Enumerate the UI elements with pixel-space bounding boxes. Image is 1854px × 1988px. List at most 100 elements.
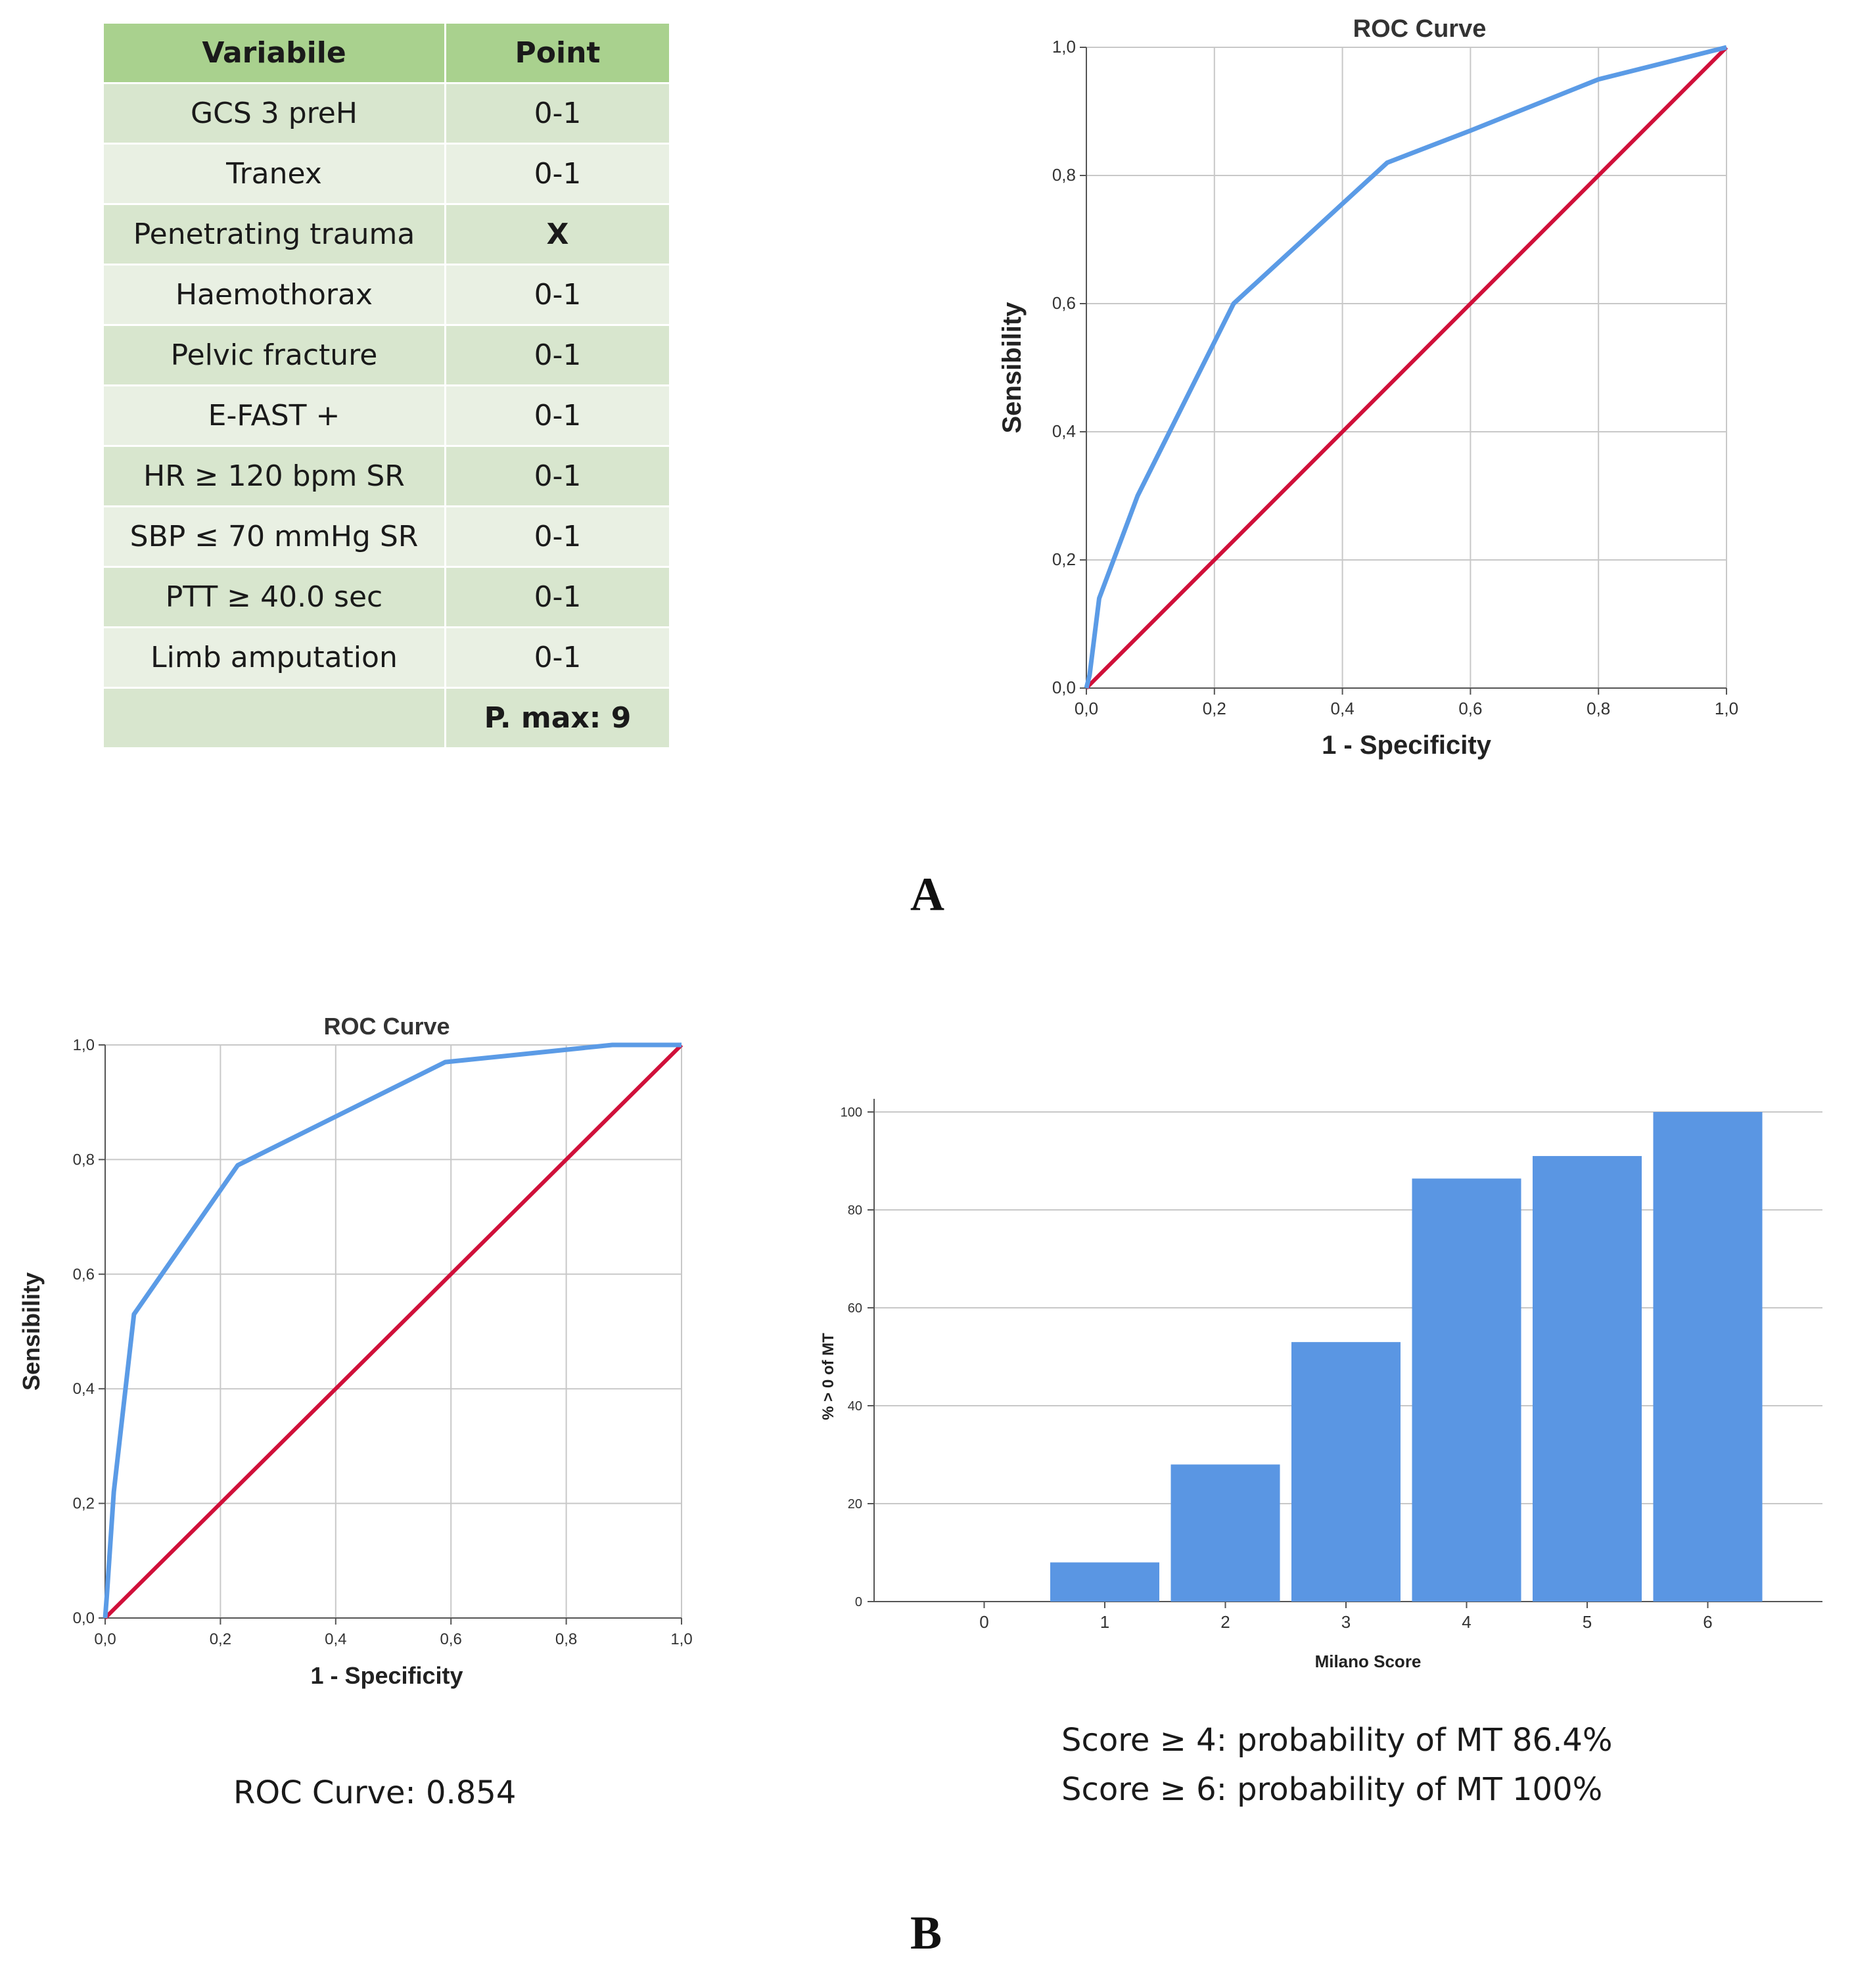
table-row: Haemothorax 0-1 — [102, 264, 671, 326]
x-tick-label: 0,8 — [1587, 699, 1610, 718]
table-header-point: Point — [444, 22, 671, 84]
table-cell-point: 0-1 — [444, 384, 671, 447]
table-row: HR ≥ 120 bpm SR 0-1 — [102, 445, 671, 507]
reference-line — [1084, 45, 1728, 690]
table-cell-variable: Penetrating trauma — [102, 203, 446, 266]
bar — [1653, 1112, 1763, 1602]
table-cell-point: 0-1 — [444, 143, 671, 205]
y-tick-label: 0,4 — [1052, 421, 1076, 441]
y-tick-label: 60 — [848, 1301, 862, 1316]
table-cell-variable: GCS 3 preH — [102, 82, 446, 145]
reference-line — [103, 1043, 684, 1620]
bar-caption-1: Score ≥ 4: probability of MT 86.4% — [1061, 1722, 1613, 1759]
table-cell-variable: SBP ≤ 70 mmHg SR — [102, 505, 446, 568]
y-tick-label: 0,2 — [1052, 549, 1076, 569]
y-tick-label: 0,2 — [73, 1495, 95, 1513]
table-row: Limb amputation 0-1 — [102, 626, 671, 689]
x-tick-label: 3 — [1341, 1612, 1351, 1632]
x-axis-label: 1 - Specificity — [1322, 731, 1492, 760]
table-row: GCS 3 preH 0-1 — [102, 82, 671, 145]
x-tick-label: 0,6 — [440, 1630, 462, 1648]
y-tick-label: 100 — [841, 1105, 862, 1120]
table-cell-variable: Limb amputation — [102, 626, 446, 689]
y-axis-label: Sensibility — [18, 1272, 45, 1391]
table-cell-variable: HR ≥ 120 bpm SR — [102, 445, 446, 507]
table-cell-total: P. max: 9 — [444, 687, 671, 749]
roc-b-caption: ROC Curve: 0.854 — [233, 1774, 517, 1811]
table-cell-point: 0-1 — [444, 445, 671, 507]
table-cell-variable — [102, 687, 446, 749]
y-axis-label: % > 0 of MT — [820, 1333, 837, 1420]
x-tick-label: 0,8 — [555, 1630, 577, 1648]
table-cell-point: 0-1 — [444, 566, 671, 628]
x-tick-label: 0,0 — [94, 1630, 116, 1648]
roc-chart-b: 0,0 0,0 0,2 0,2 0,4 0,4 0,6 0,6 0,8 0,8 1,0 1,0 ROC … — [18, 1013, 693, 1689]
table-cell-point: 0-1 — [444, 505, 671, 568]
y-tick-label: 0,0 — [73, 1609, 95, 1627]
y-tick-label: 0 — [855, 1595, 862, 1609]
y-tick-label: 1,0 — [73, 1036, 95, 1054]
x-tick-label: 1,0 — [1715, 699, 1738, 718]
x-axis-label: 1 - Specificity — [310, 1662, 463, 1689]
table-cell-variable: Pelvic fracture — [102, 324, 446, 386]
table-cell-variable: E-FAST + — [102, 384, 446, 447]
table-row: Pelvic fracture 0-1 — [102, 324, 671, 386]
table-row: P. max: 9 — [102, 687, 671, 749]
y-tick-label: 0,6 — [73, 1266, 95, 1283]
y-axis-label: Sensibility — [998, 302, 1027, 434]
table-row: Penetrating trauma X — [102, 203, 671, 266]
bar — [1533, 1156, 1642, 1602]
y-tick-label: 0,6 — [1052, 293, 1076, 313]
table-row: PTT ≥ 40.0 sec 0-1 — [102, 566, 671, 628]
bar — [1170, 1464, 1280, 1602]
y-tick-label: 80 — [848, 1203, 862, 1218]
table-cell-point: 0-1 — [444, 264, 671, 326]
table-cell-variable: Tranex — [102, 143, 446, 205]
x-tick-label: 0,4 — [1331, 699, 1355, 718]
x-tick-label: 1,0 — [670, 1630, 692, 1648]
score-table: Variabile Point GCS 3 preH 0-1 Tranex 0-1 … — [102, 22, 671, 749]
panel-letter-a: A — [910, 868, 944, 921]
x-tick-label: 0,0 — [1075, 699, 1098, 718]
chart-title: ROC Curve — [1353, 15, 1487, 43]
table-row: E-FAST +0-1 — [102, 384, 671, 447]
panel-letter-b: B — [910, 1907, 942, 1959]
roc-curve-line — [1084, 45, 1727, 689]
x-tick-label: 4 — [1462, 1612, 1471, 1632]
table-cell-point: 0-1 — [444, 626, 671, 689]
y-tick-label: 0,8 — [73, 1151, 95, 1168]
bar — [1412, 1178, 1521, 1602]
y-tick-label: 0,0 — [1052, 678, 1076, 697]
table-row: Tranex 0-1 — [102, 143, 671, 205]
x-tick-label: 1 — [1100, 1612, 1109, 1632]
x-tick-label: 0,2 — [1203, 699, 1226, 718]
x-tick-label: 6 — [1703, 1612, 1712, 1632]
table-cell-point: 0-1 — [444, 324, 671, 386]
bar-chart-b: 0 20 40 60 80 100 0 1 2 3 4 5 6 Milano Score % > 0 of … — [820, 1099, 1822, 1671]
table-cell-variable: PTT ≥ 40.0 sec — [102, 566, 446, 628]
table-cell-variable: Haemothorax — [102, 264, 446, 326]
x-axis-label: Milano Score — [1315, 1652, 1422, 1671]
y-tick-label: 40 — [848, 1399, 862, 1414]
x-tick-label: 0 — [979, 1612, 988, 1632]
table-row: SBP ≤ 70 mmHg SR 0-1 — [102, 505, 671, 568]
x-tick-label: 0,6 — [1458, 699, 1482, 718]
table-header-variable: Variabile — [102, 22, 446, 84]
y-tick-label: 20 — [848, 1497, 862, 1512]
chart-title: ROC Curve — [323, 1013, 450, 1040]
table-header-row: Variabile Point — [102, 22, 671, 84]
y-tick-label: 0,8 — [1052, 165, 1076, 185]
roc-curve-line — [103, 1042, 682, 1619]
table-cell-point: X — [444, 203, 671, 266]
x-tick-label: 0,2 — [210, 1630, 231, 1648]
x-tick-label: 2 — [1220, 1612, 1230, 1632]
bar — [1291, 1342, 1401, 1602]
table-cell-point: 0-1 — [444, 82, 671, 145]
y-tick-label: 1,0 — [1052, 37, 1076, 57]
bar — [1050, 1562, 1159, 1602]
roc-chart-a: 0,0 0,0 0,2 0,2 0,4 0,4 0,6 0,6 0,8 0,8 1,0 1,0 ROC … — [998, 15, 1738, 760]
x-tick-label: 5 — [1583, 1612, 1592, 1632]
bar-caption-2: Score ≥ 6: probability of MT 100% — [1061, 1771, 1603, 1808]
x-tick-label: 0,4 — [325, 1630, 346, 1648]
y-tick-label: 0,4 — [73, 1380, 95, 1398]
